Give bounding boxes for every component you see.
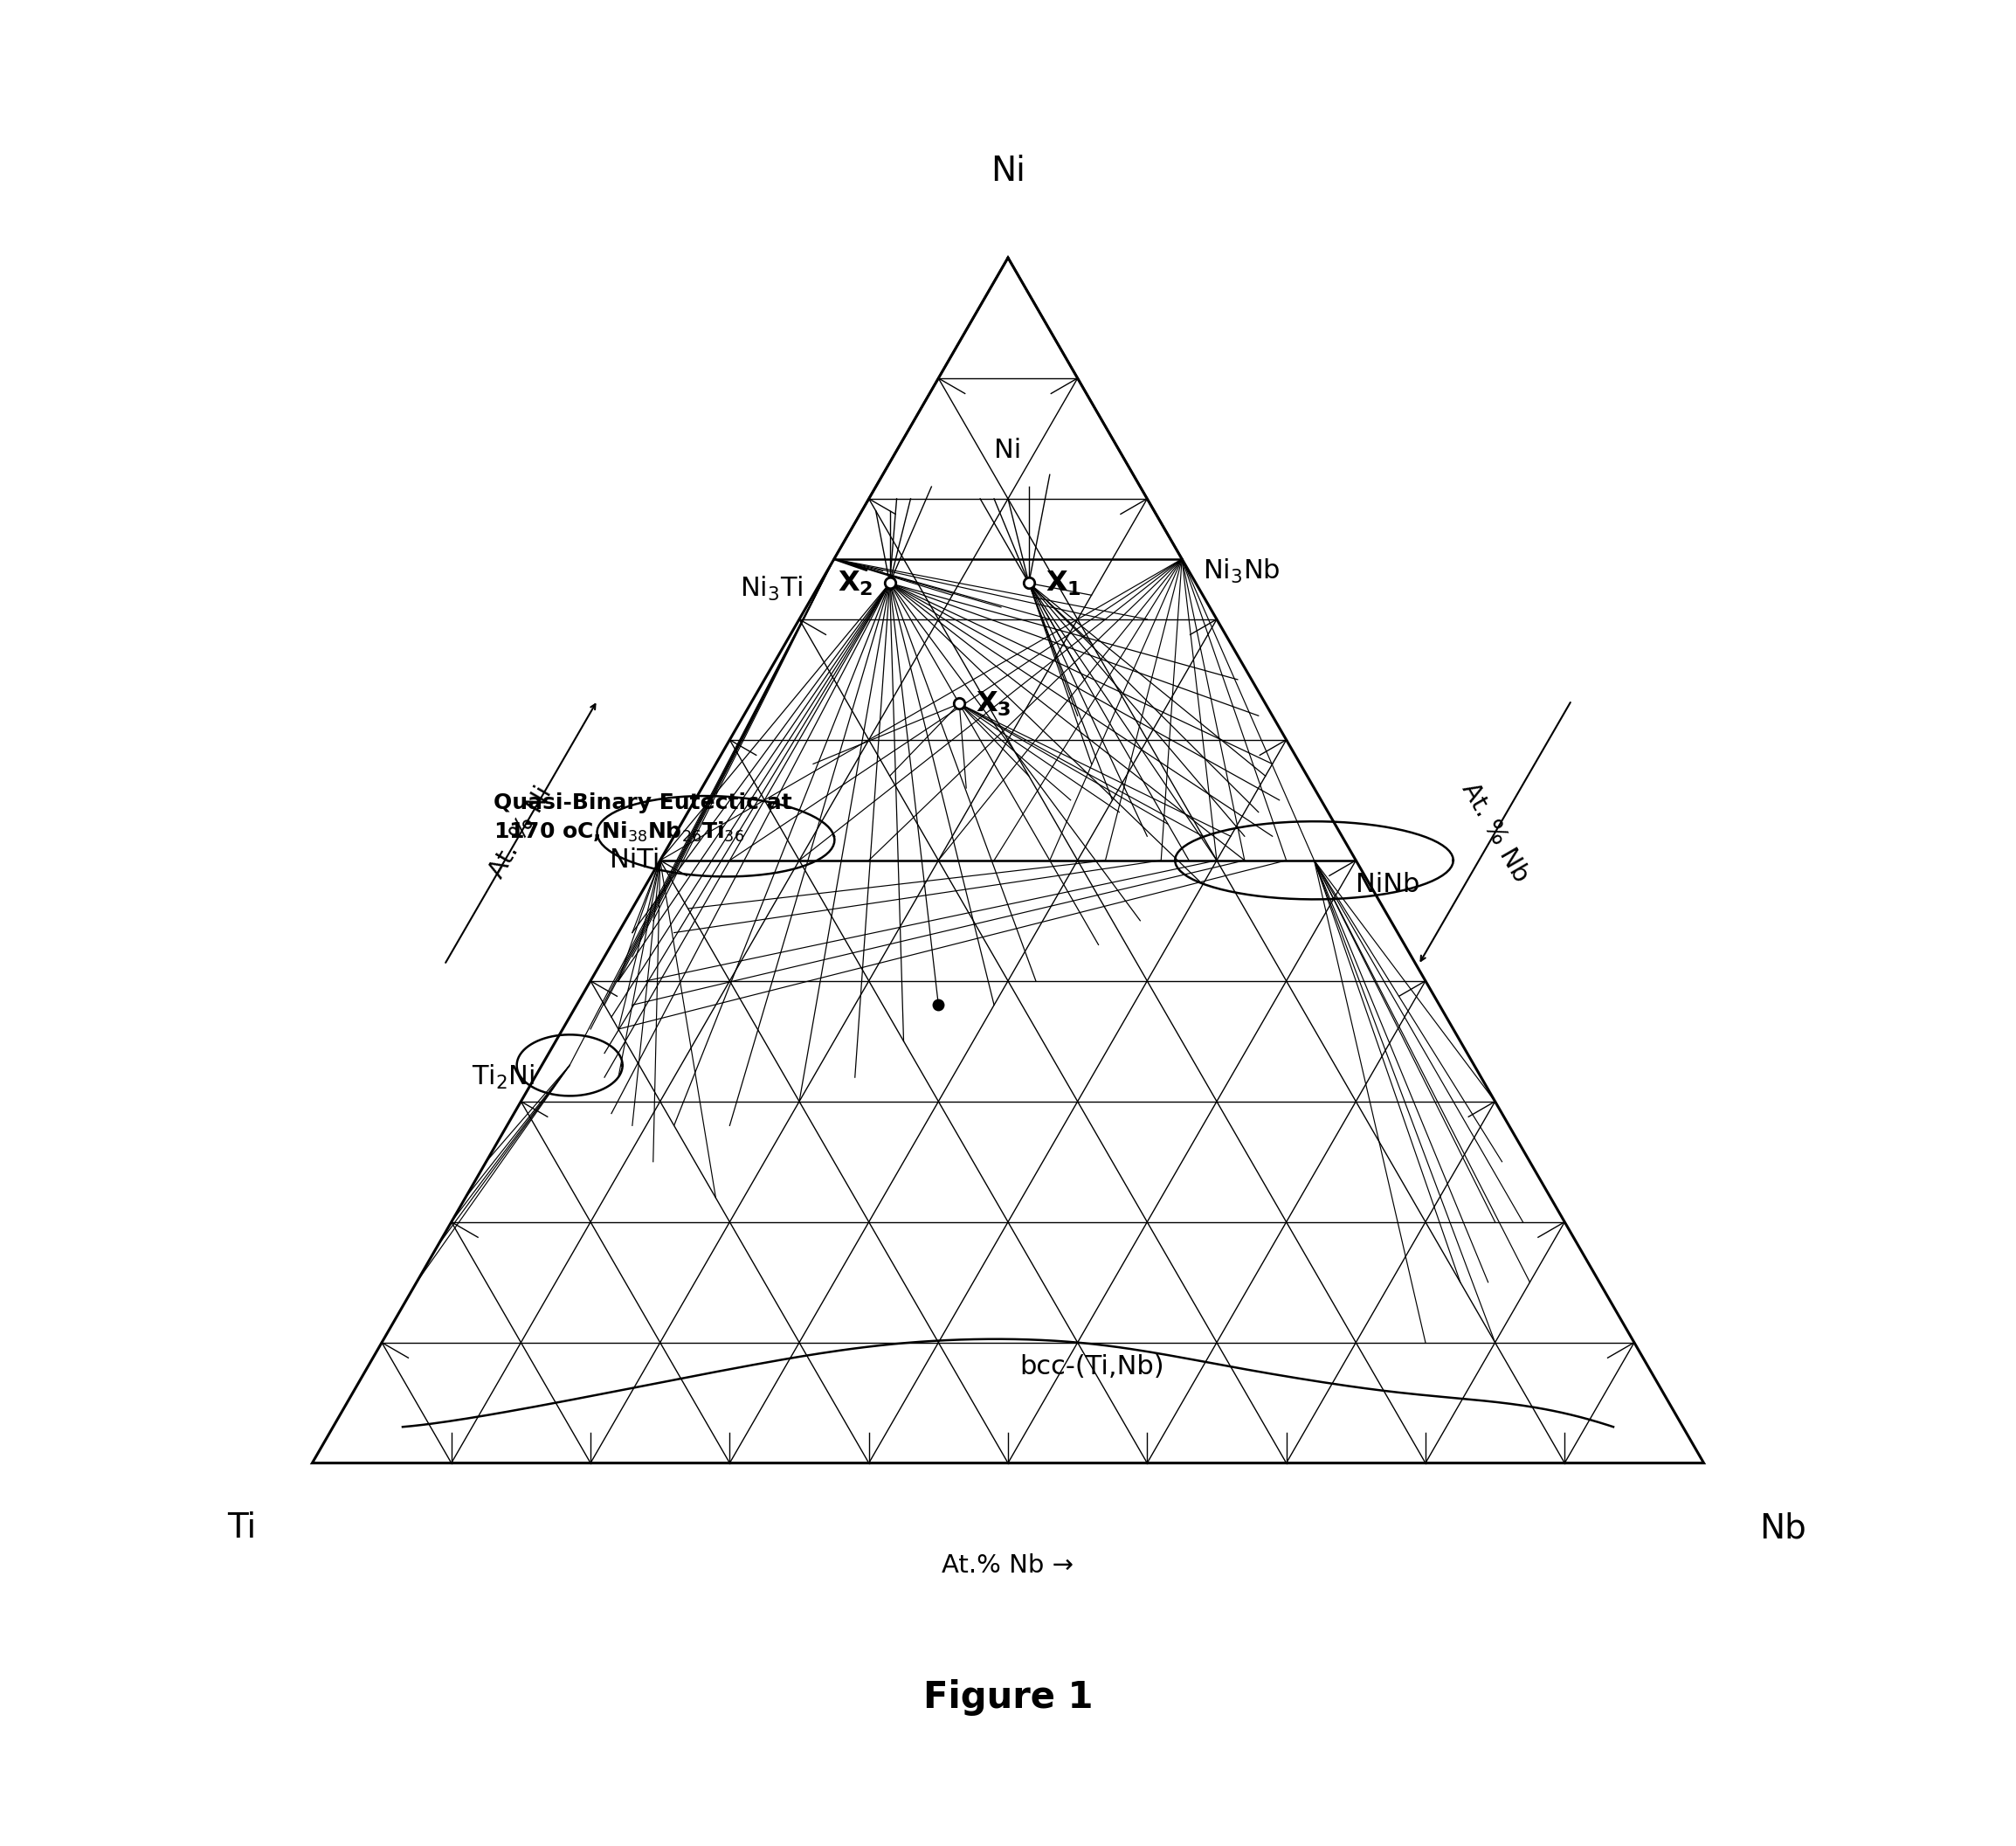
Text: $\mathbf{X_2}$: $\mathbf{X_2}$ (837, 569, 873, 598)
Text: Ni$_3$Nb: Ni$_3$Nb (1204, 557, 1280, 585)
Text: Figure 1: Figure 1 (923, 1678, 1093, 1715)
Text: At.% Nb →: At.% Nb → (941, 1554, 1075, 1578)
Text: $\mathbf{X_3}$: $\mathbf{X_3}$ (976, 690, 1012, 718)
Text: Ni$_3$Ti: Ni$_3$Ti (740, 574, 802, 602)
Text: At. % Nb: At. % Nb (1458, 779, 1534, 886)
Text: NiNb: NiNb (1357, 871, 1419, 897)
Text: Quasi-Binary Eutectic at
1170 oC,Ni$_{38}$Nb$_{26}$Ti$_{36}$: Quasi-Binary Eutectic at 1170 oC,Ni$_{38… (494, 792, 792, 844)
Text: Ti: Ti (228, 1512, 256, 1545)
Text: $\mathbf{X_1}$: $\mathbf{X_1}$ (1046, 569, 1081, 598)
Text: Ni: Ni (990, 155, 1026, 188)
Text: Ni: Ni (994, 438, 1022, 463)
Text: Nb: Nb (1760, 1512, 1806, 1545)
Text: At. % Ni: At. % Ni (486, 783, 556, 882)
Text: NiTi: NiTi (611, 847, 659, 873)
Text: Ti$_2$Ni: Ti$_2$Ni (472, 1063, 534, 1091)
Text: bcc-(Ti,Nb): bcc-(Ti,Nb) (1020, 1353, 1163, 1379)
